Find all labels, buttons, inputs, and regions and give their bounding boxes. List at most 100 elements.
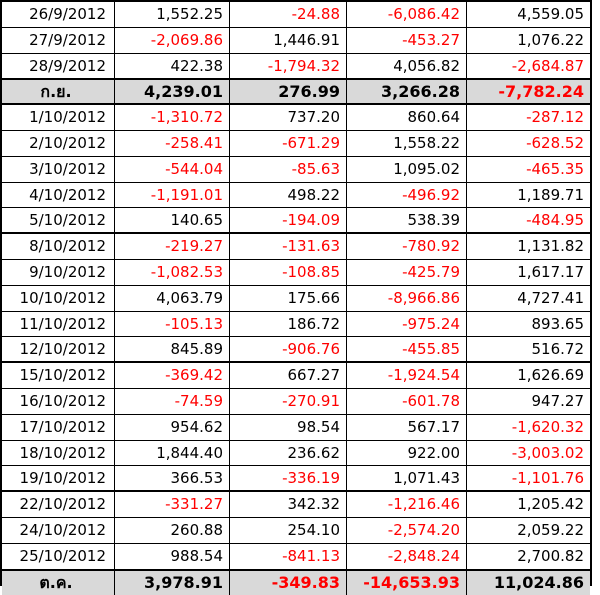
value-cell-col3: -601.78 [347, 388, 467, 414]
value-cell-col1: 1,844.40 [115, 440, 230, 466]
value-cell-col4: 11,024.86 [493, 572, 584, 592]
table-row: 22/10/2012 -331.27 342.32 -1,216.46 1,205.42 [2, 492, 590, 518]
table-row: 1/10/2012 -1,310.72 737.20 860.64 -287.12 [2, 105, 590, 131]
value-cell-col4: -484.95 [526, 211, 584, 230]
value-cell-col1: 954.62 [115, 414, 230, 440]
value-cell-col1: -369.42 [115, 363, 230, 388]
value-cell-col2: -349.83 [230, 570, 347, 595]
value-cell-col1: 422.38 [115, 53, 230, 79]
date-cell: 28/9/2012 [2, 53, 115, 79]
value-cell-col3: -14,653.93 [347, 570, 467, 595]
table-row: 10/10/2012 4,063.79 175.66 -8,966.86 4,727.4… [2, 285, 590, 312]
value-cell-col1: 1,552.25 [115, 2, 230, 27]
value-cell-col1: -74.59 [115, 388, 230, 414]
date-cell: 22/10/2012 [2, 492, 115, 517]
value-cell-col1: -1,191.01 [115, 182, 230, 208]
table-row: 25/10/2012 988.54 -841.13 -2,848.24 2,700.82 [2, 543, 590, 570]
value-cell-col1: 366.53 [115, 466, 230, 491]
date-cell: 2/10/2012 [2, 130, 115, 156]
date-cell: 26/9/2012 [2, 2, 115, 27]
date-cell: 12/10/2012 [2, 337, 115, 362]
value-cell-col4: 4,559.05 [517, 5, 584, 23]
value-cell-col3: -453.27 [347, 27, 467, 53]
value-cell-col2: -841.13 [230, 543, 347, 569]
value-cell-col4: 947.27 [531, 391, 585, 410]
month-summary-row: ก.ย. 4,239.01 276.99 3,266.28 -7,782.24 [2, 79, 590, 106]
value-cell-col3: -2,848.24 [347, 543, 467, 569]
value-cell-col4: 1,076.22 [517, 30, 584, 49]
value-cell-col2: -108.85 [230, 259, 347, 285]
date-cell: 3/10/2012 [2, 156, 115, 182]
value-cell-col3: 1,071.43 [347, 466, 467, 491]
value-cell-col2: 98.54 [230, 414, 347, 440]
value-cell-col1: 3,978.91 [115, 570, 230, 595]
value-cell-col1: -1,310.72 [115, 105, 230, 130]
value-cell-col2: -270.91 [230, 388, 347, 414]
value-cell-col4: -628.52 [526, 133, 584, 152]
value-cell-col2: 1,446.91 [230, 27, 347, 53]
value-cell-col3: 922.00 [347, 440, 467, 466]
value-cell-col2: -85.63 [230, 156, 347, 182]
value-cell-col3: 860.64 [347, 105, 467, 130]
value-cell-col2: 186.72 [230, 311, 347, 337]
value-cell-col2: -671.29 [230, 130, 347, 156]
value-cell-col4: 1,131.82 [517, 237, 584, 256]
table-row: 15/10/2012 -369.42 667.27 -1,924.54 1,626.69 [2, 363, 590, 389]
value-cell-col1: 4,239.01 [115, 80, 230, 104]
value-cell-col3: 3,266.28 [347, 80, 467, 104]
value-cell-col1: -219.27 [115, 234, 230, 259]
table-row: 12/10/2012 845.89 -906.76 -455.85 516.72 [2, 337, 590, 364]
date-cell: 25/10/2012 [2, 543, 115, 569]
date-cell: 1/10/2012 [2, 105, 115, 130]
value-cell-col4: 2,059.22 [517, 520, 584, 539]
value-cell-col2: -194.09 [230, 208, 347, 233]
month-label-cell: ก.ย. [2, 80, 115, 104]
value-cell-col2: -131.63 [230, 234, 347, 259]
value-cell-col2: 236.62 [230, 440, 347, 466]
value-cell-col2: 498.22 [230, 182, 347, 208]
value-cell-col2: -1,794.32 [230, 53, 347, 79]
value-cell-col1: -331.27 [115, 492, 230, 517]
value-cell-col4: -1,620.32 [511, 417, 584, 436]
value-cell-col3: -6,086.42 [347, 2, 467, 27]
table-row: 5/10/2012 140.65 -194.09 538.39 -484.95 [2, 208, 590, 235]
date-cell: 19/10/2012 [2, 466, 115, 491]
month-summary-row: ต.ค. 3,978.91 -349.83 -14,653.93 11,024.86 [2, 569, 590, 595]
value-cell-col2: 276.99 [230, 80, 347, 104]
value-cell-col4: -287.12 [526, 108, 584, 127]
value-cell-col1: -258.41 [115, 130, 230, 156]
month-label-cell: ต.ค. [2, 570, 115, 595]
value-cell-col4: -465.35 [526, 159, 584, 178]
value-cell-col2: 667.27 [230, 363, 347, 388]
value-cell-col3: -1,924.54 [347, 363, 467, 388]
value-cell-col1: -2,069.86 [115, 27, 230, 53]
value-cell-col4: 2,700.82 [517, 546, 584, 565]
date-cell: 9/10/2012 [2, 259, 115, 285]
value-cell-col3: -780.92 [347, 234, 467, 259]
value-cell-col2: -906.76 [230, 337, 347, 362]
date-cell: 16/10/2012 [2, 388, 115, 414]
value-cell-col1: 845.89 [115, 337, 230, 362]
value-cell-col1: 4,063.79 [115, 285, 230, 311]
value-cell-col4: -2,684.87 [511, 56, 584, 75]
value-cell-col3: -496.92 [347, 182, 467, 208]
value-cell-col1: -105.13 [115, 311, 230, 337]
value-cell-col1: -544.04 [115, 156, 230, 182]
value-cell-col3: 1,558.22 [347, 130, 467, 156]
table-row: 16/10/2012 -74.59 -270.91 -601.78 947.27 [2, 388, 590, 415]
table-row: 4/10/2012 -1,191.01 498.22 -496.92 1,189.71 [2, 182, 590, 209]
table-row: 8/10/2012 -219.27 -131.63 -780.92 1,131.82 [2, 234, 590, 260]
date-cell: 27/9/2012 [2, 27, 115, 53]
value-cell-col3: -425.79 [347, 259, 467, 285]
table-row: 26/9/2012 1,552.25 -24.88 -6,086.42 4,559.05 [2, 2, 590, 28]
value-cell-col3: 4,056.82 [347, 53, 467, 79]
value-cell-col4: -7,782.24 [498, 82, 584, 102]
value-cell-col4: 1,617.17 [517, 262, 584, 281]
value-cell-col3: -455.85 [347, 337, 467, 362]
table-row: 24/10/2012 260.88 254.10 -2,574.20 2,059.22 [2, 517, 590, 544]
table-row: 17/10/2012 954.62 98.54 567.17 -1,620.32 [2, 414, 590, 441]
value-cell-col3: -8,966.86 [347, 285, 467, 311]
value-cell-col4: 1,626.69 [517, 366, 584, 385]
table-row: 19/10/2012 366.53 -336.19 1,071.43 -1,101.76 [2, 466, 590, 493]
